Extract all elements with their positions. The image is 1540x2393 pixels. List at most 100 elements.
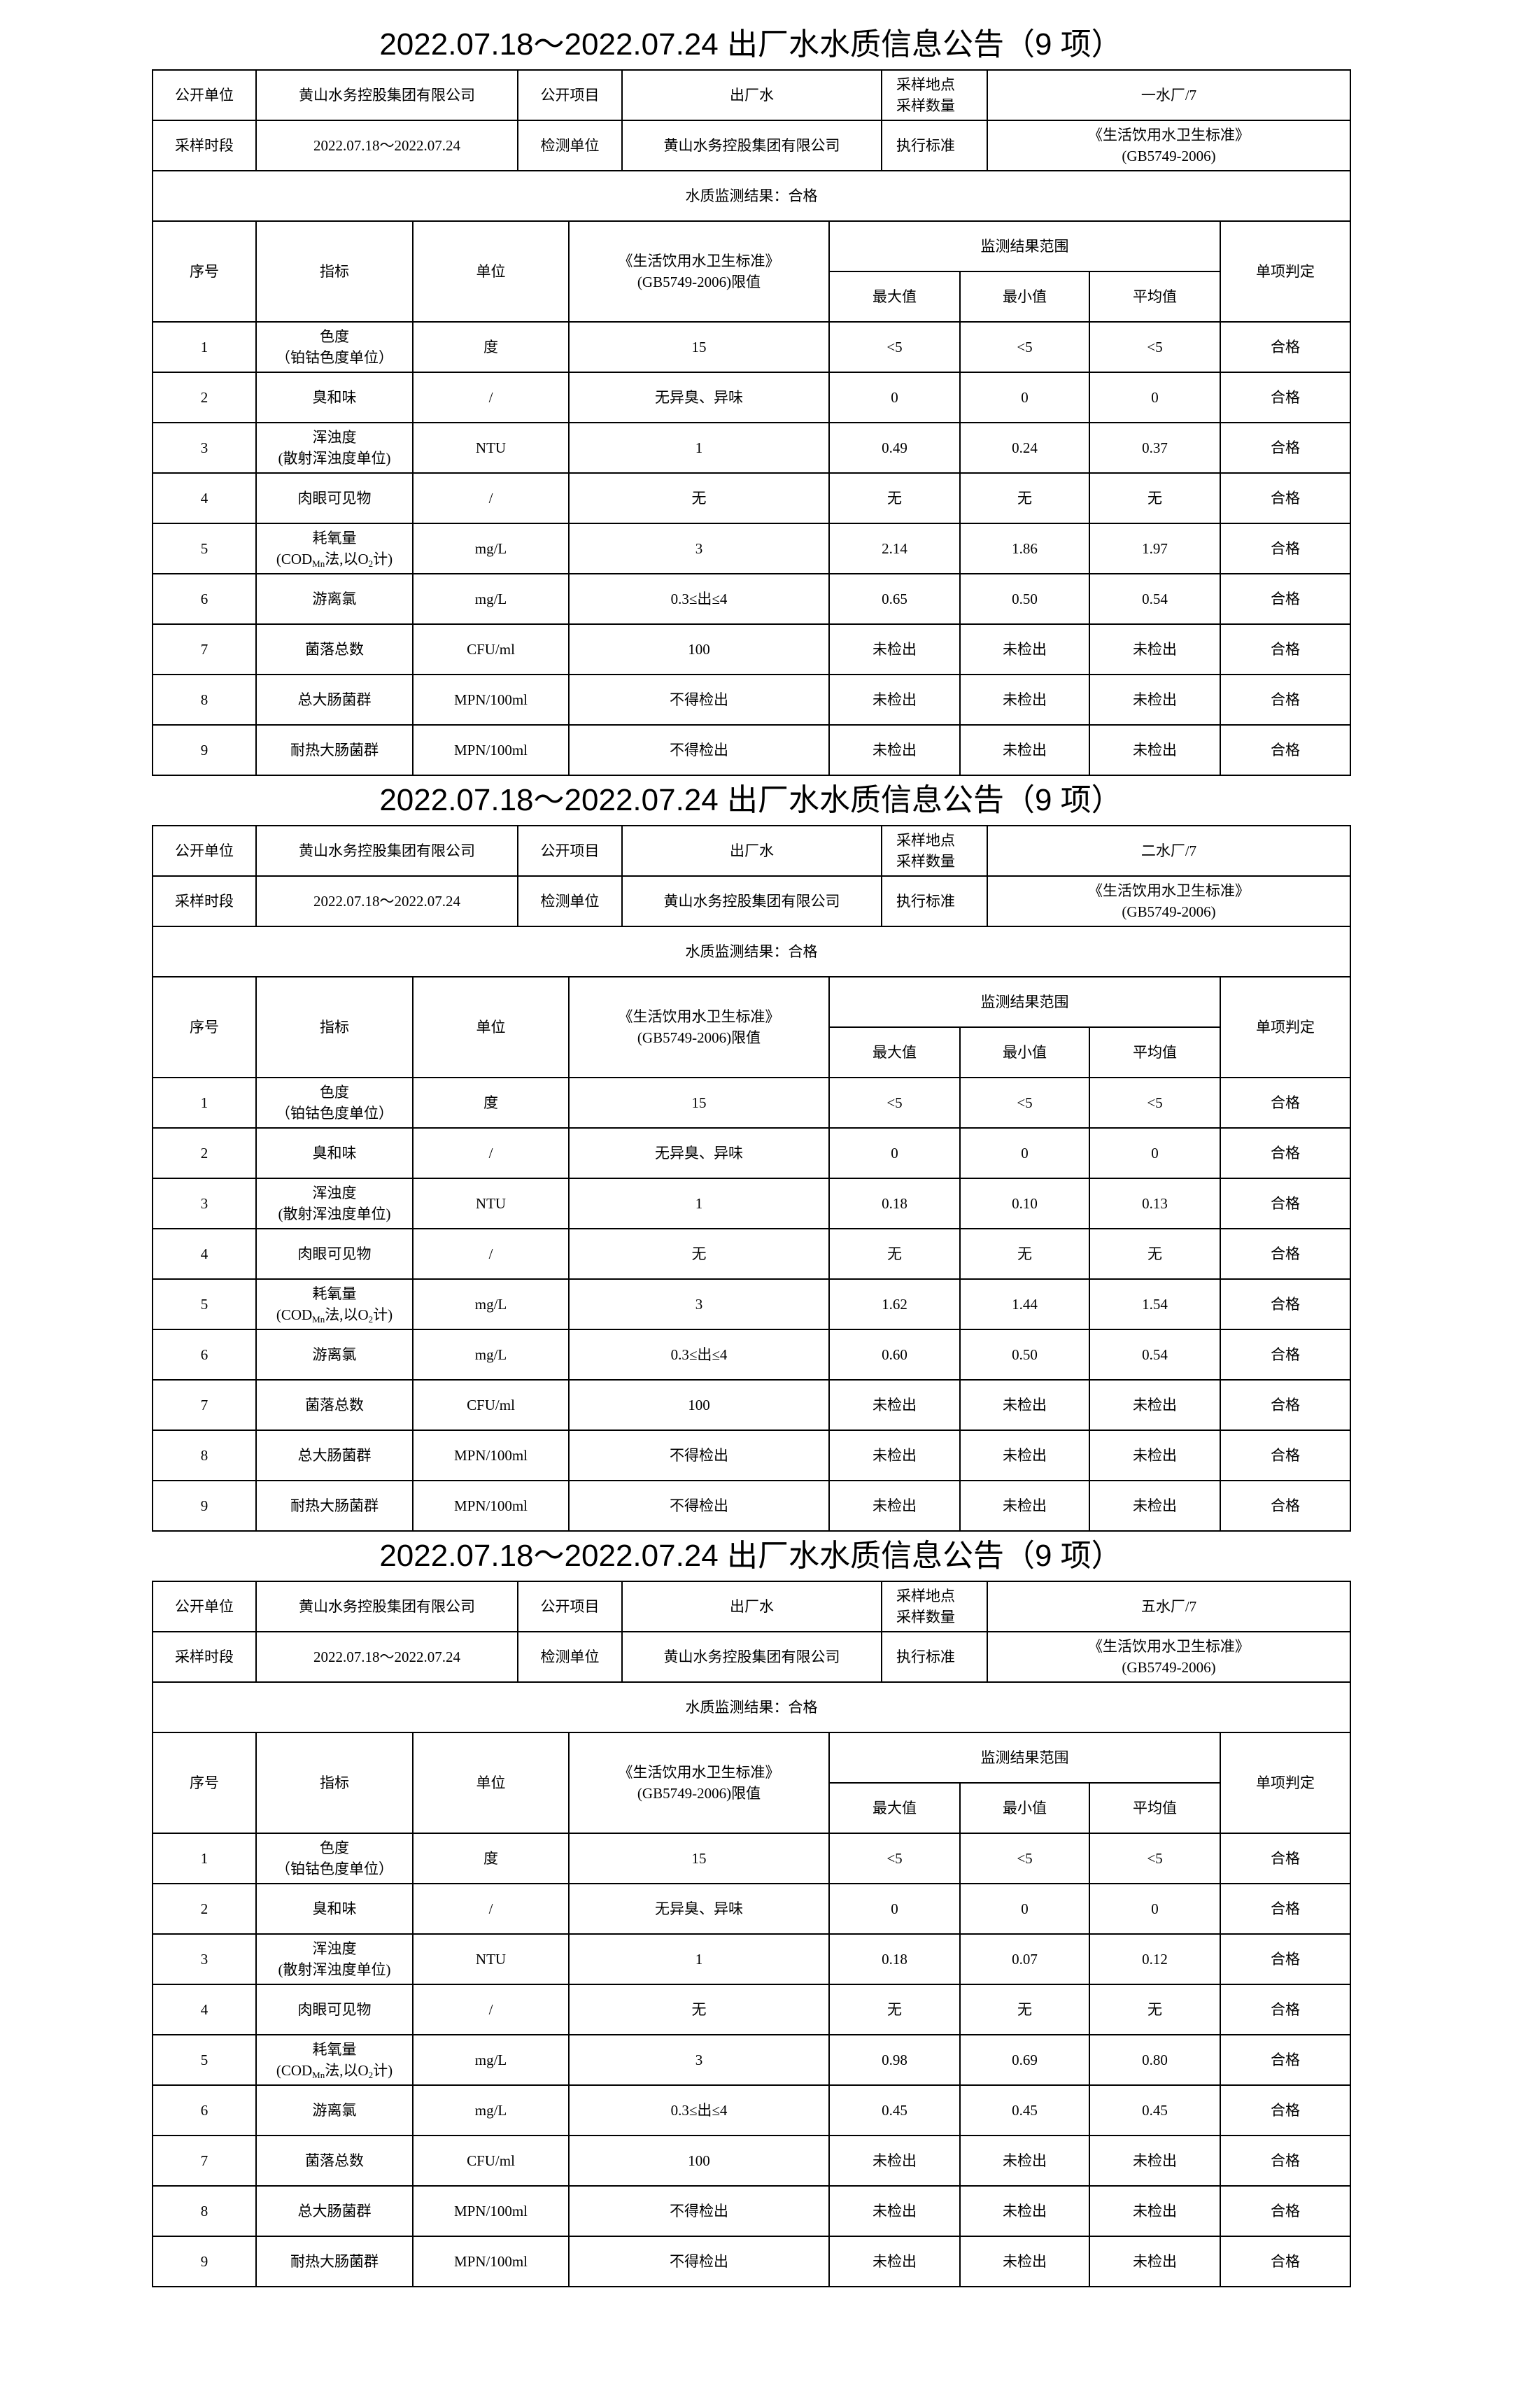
table-row: 8 总大肠菌群 MPN/100ml 不得检出 未检出 未检出 未检出 合格 [152,674,1351,726]
indicator-name: 色度 [320,1084,349,1101]
limit: 15 [691,1850,707,1867]
header-limit: (GB5749-2006)限值 [637,274,761,290]
header-avg: 平均值 [1133,1800,1177,1816]
unit: / [488,1900,493,1917]
limit: 无 [691,2001,707,2018]
limit: 15 [691,1094,707,1111]
avg-value: 未检出 [1133,1497,1177,1514]
max-value: 未检出 [873,2253,917,2270]
max-value: <5 [886,339,903,355]
unit: MPN/100ml [453,1447,528,1464]
min-value: 未检出 [1003,691,1047,708]
indicator-name: 总大肠菌群 [297,2203,372,2219]
min-value: 0 [1021,1900,1029,1917]
judgement: 合格 [1271,1296,1300,1313]
sampling-site: 一水厂/7 [1140,87,1197,104]
unit: / [488,2001,493,2018]
judgement: 合格 [1271,2152,1300,2169]
unit: MPN/100ml [453,2203,528,2219]
judgement: 合格 [1271,1447,1300,1464]
limit: 1 [695,1951,703,1968]
row-no: 8 [200,1447,209,1464]
result-summary: 水质监测结果：合格 [685,943,818,960]
header-judge: 单项判定 [1256,263,1315,280]
max-value: 未检出 [873,2152,917,2169]
header-avg: 平均值 [1133,288,1177,305]
label: 采样地点 [896,76,955,93]
sampling-period: 2022.07.18～2022.07.24 [313,893,460,910]
row-no: 9 [200,742,209,758]
header-min: 最小值 [1003,1800,1047,1816]
sampling-site: 五水厂/7 [1140,1598,1197,1615]
indicator-name: 臭和味 [312,389,357,406]
limit: 无异臭、异味 [655,389,743,406]
table-row: 3 浑浊度 (散射浑浊度单位) NTU 1 0.18 0.10 0.13 合格 [152,1178,1351,1229]
row-no: 7 [200,641,209,658]
judgement: 合格 [1271,1346,1300,1363]
judgement: 合格 [1271,591,1300,607]
table-row: 4 肉眼可见物 / 无 无 无 无 合格 [152,472,1351,524]
min-value: 0.10 [1012,1195,1038,1212]
max-value: 无 [887,2001,902,2018]
t: (COD [276,551,313,567]
judgement: 合格 [1271,1195,1300,1212]
header-limit: (GB5749-2006)限值 [637,1785,761,1802]
min-value: 未检出 [1003,641,1047,658]
indicator-name: 菌落总数 [305,2152,364,2169]
info-row: 采样时段 2022.07.18～2022.07.24 检测单位 黄山水务控股集团… [152,120,1351,171]
t: 计) [373,1306,393,1323]
judgement: 合格 [1271,2001,1300,2018]
table-row: 6 游离氯 mg/L 0.3≤出≤4 0.60 0.50 0.54 合格 [152,1329,1351,1381]
min-value: 无 [1017,490,1032,507]
t: 2 [368,1314,374,1325]
min-value: 0.50 [1012,591,1038,607]
judgement: 合格 [1271,1850,1300,1867]
avg-value: 未检出 [1133,691,1177,708]
testing-unit: 黄山水务控股集团有限公司 [663,137,840,154]
avg-value: 0.80 [1142,2052,1168,2068]
announcement-block: 2022.07.18～2022.07.24 出厂水水质信息公告（9 项） 公开单… [152,776,1351,1532]
t: 计) [373,551,393,567]
limit: 3 [695,1296,703,1313]
max-value: 2.14 [882,540,907,557]
result-summary-row: 水质监测结果：合格 [152,170,1351,222]
t: Mn [312,1314,325,1325]
avg-value: 无 [1147,1245,1162,1262]
min-value: 0 [1021,1145,1029,1162]
unit: mg/L [474,591,507,607]
indicator-note: (CODMn法,以O2计) [260,2060,409,2081]
avg-value: <5 [1147,1094,1163,1111]
avg-value: 未检出 [1133,2152,1177,2169]
unit: / [488,1245,493,1262]
info-row: 采样时段 2022.07.18～2022.07.24 检测单位 黄山水务控股集团… [152,1631,1351,1683]
max-value: 无 [887,490,902,507]
min-value: 未检出 [1003,2152,1047,2169]
judgement: 合格 [1271,1245,1300,1262]
min-value: 1.44 [1012,1296,1038,1313]
limit: 不得检出 [670,742,728,758]
header-min: 最小值 [1003,1044,1047,1061]
unit: / [488,1145,493,1162]
standard-name: 《生活饮用水卫生标准》 [1088,882,1250,899]
standard-code: (GB5749-2006) [1122,1659,1216,1676]
indicator-name: 耐热大肠菌群 [290,2253,379,2270]
t: 2 [368,558,374,569]
judgement: 合格 [1271,2102,1300,2119]
t: Mn [312,2070,325,2080]
label: 采样时段 [175,893,234,910]
header-unit: 单位 [476,1019,506,1036]
publishing-unit: 黄山水务控股集团有限公司 [299,842,475,859]
max-value: 0.49 [882,439,907,456]
min-value: 0.45 [1012,2102,1038,2119]
judgement: 合格 [1271,2052,1300,2068]
unit: CFU/ml [467,1397,515,1413]
label: 采样时段 [175,1649,234,1665]
row-no: 5 [200,2052,209,2068]
indicator-name: 臭和味 [312,1900,357,1917]
max-value: 0.60 [882,1346,907,1363]
indicator-name: 耗氧量 [312,530,357,546]
label: 检测单位 [540,137,600,154]
limit: 不得检出 [670,1497,728,1514]
judgement: 合格 [1271,742,1300,758]
standard-code: (GB5749-2006) [1122,903,1216,920]
